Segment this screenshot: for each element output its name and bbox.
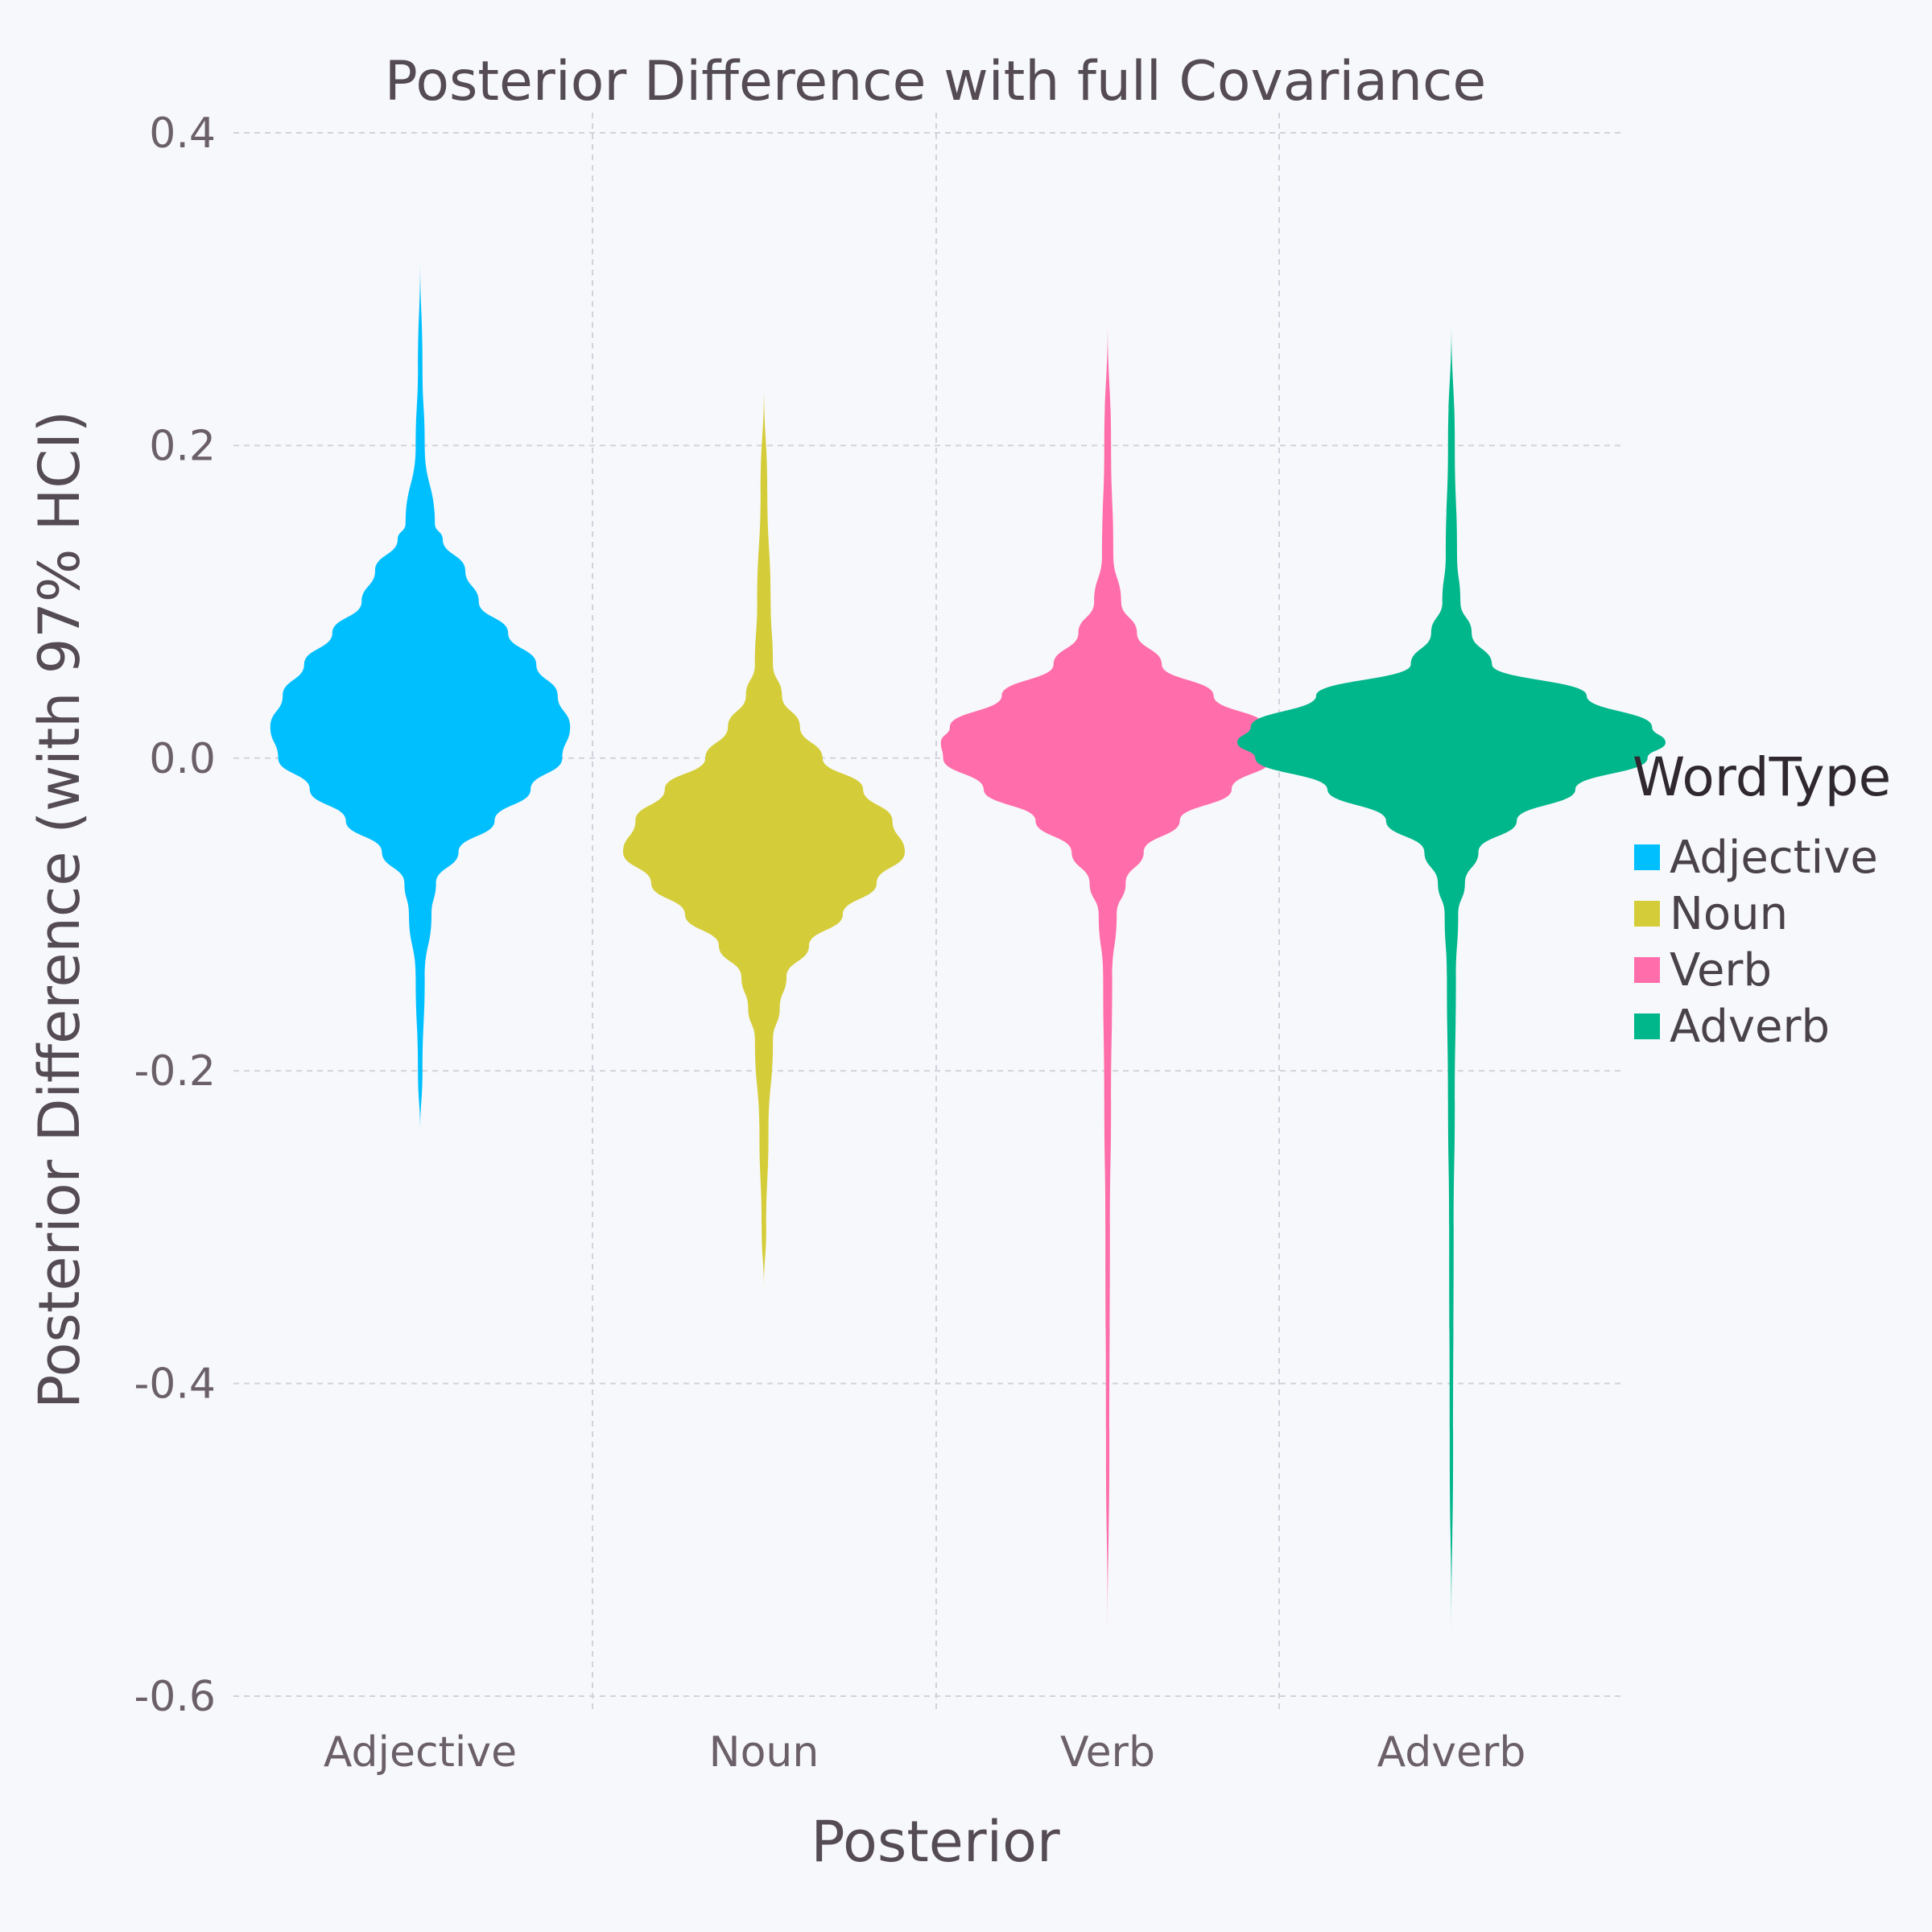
y-tick-label: -0.2	[134, 1047, 216, 1096]
x-axis-ticks: Adjective Noun Verb Adverb	[324, 1728, 1526, 1777]
violin-verb	[940, 320, 1275, 1634]
x-tick-label: Adverb	[1377, 1728, 1526, 1777]
y-tick-label: 0.4	[149, 109, 216, 158]
legend-title: WordType	[1633, 746, 1891, 808]
y-axis-ticks: 0.4 0.2 0.0 -0.2 -0.4 -0.6	[134, 109, 216, 1721]
y-tick-label: -0.4	[134, 1360, 216, 1409]
x-tick-label: Verb	[1060, 1728, 1155, 1777]
x-axis-title: Posterior	[811, 1809, 1060, 1875]
legend-label: Noun	[1670, 888, 1788, 940]
violin-adverb	[1237, 320, 1666, 1634]
legend-swatch	[1634, 1013, 1660, 1039]
x-tick-label: Adjective	[324, 1728, 517, 1777]
chart-title: Posterior Difference with full Covarianc…	[385, 50, 1486, 114]
y-axis-title: Posterior Difference (with 97% HCI)	[27, 411, 93, 1409]
y-tick-label: -0.6	[134, 1673, 216, 1721]
legend-swatch	[1634, 901, 1660, 927]
legend-swatch	[1634, 844, 1660, 870]
violin-noun	[623, 382, 905, 1290]
legend-swatch	[1634, 957, 1660, 983]
x-tick-label: Noun	[709, 1728, 819, 1777]
y-tick-label: 0.2	[149, 422, 216, 470]
legend-label: Adverb	[1670, 1001, 1830, 1053]
legend-label: Verb	[1670, 944, 1772, 997]
violins	[270, 258, 1666, 1634]
legend-label: Adjective	[1670, 832, 1878, 884]
violin-adjective	[270, 258, 571, 1133]
y-tick-label: 0.0	[149, 735, 216, 783]
